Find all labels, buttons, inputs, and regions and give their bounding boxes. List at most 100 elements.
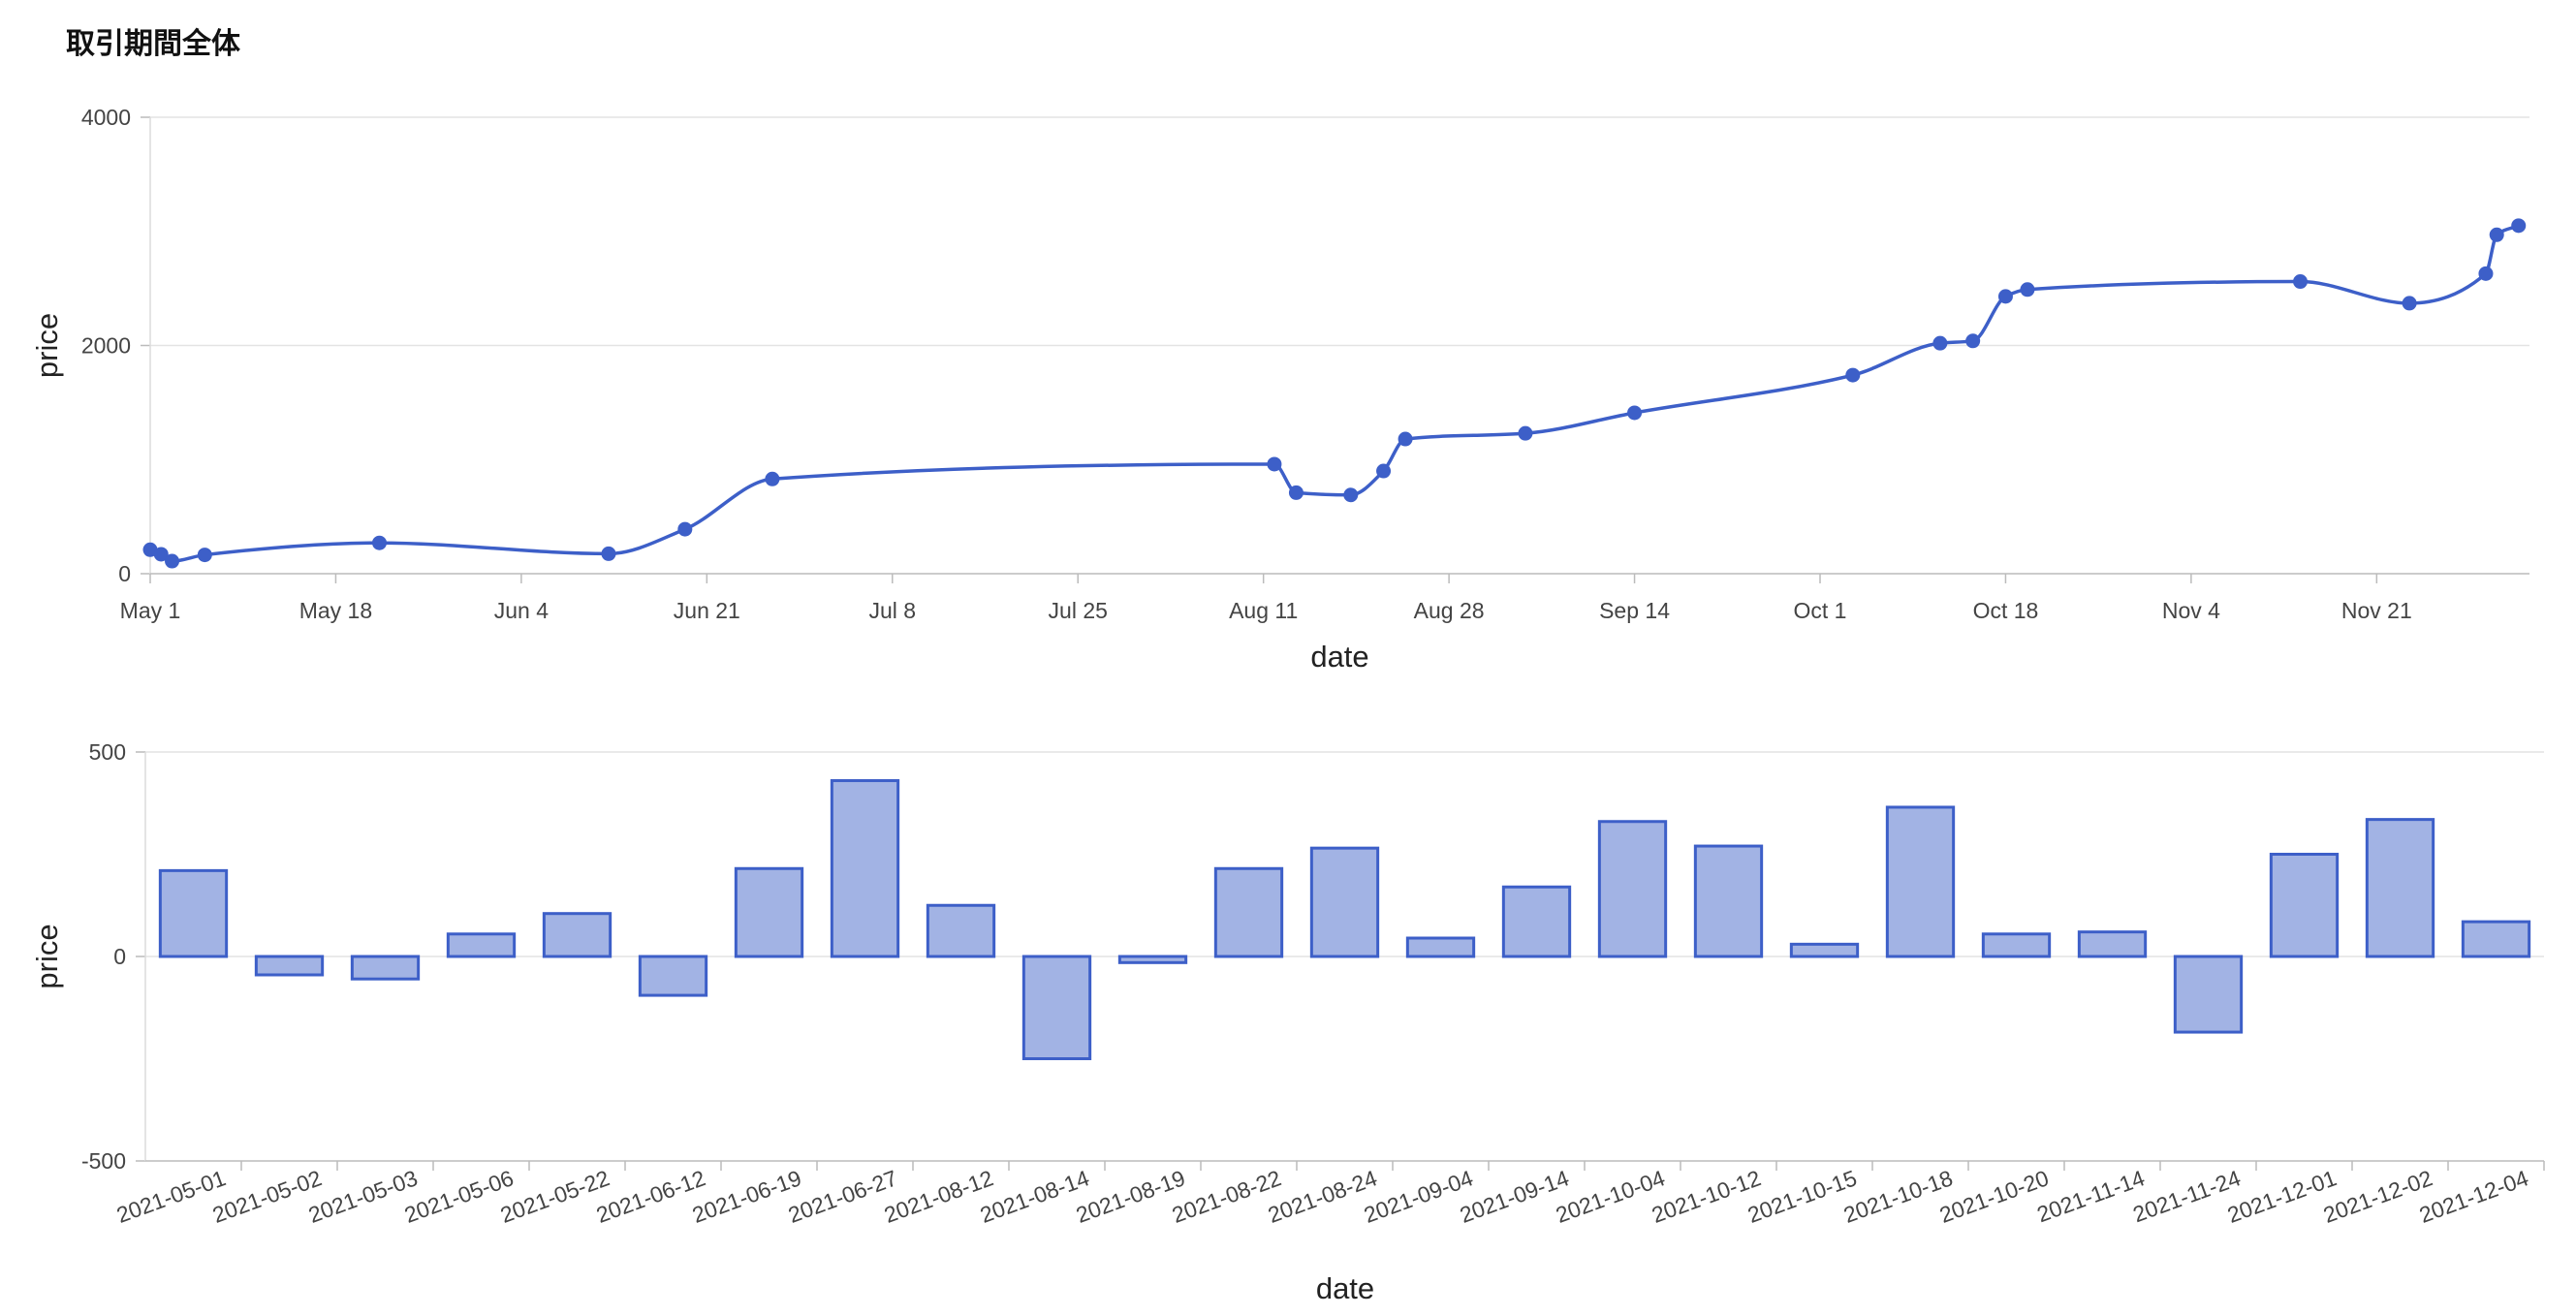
- y-tick-label: 0: [118, 561, 131, 586]
- x-tick-label: 2021-08-24: [1265, 1165, 1381, 1228]
- data-point: [601, 546, 616, 561]
- x-tick-label: Aug 11: [1229, 598, 1298, 623]
- x-axis-title: date: [1316, 1271, 1374, 1305]
- bar: [734, 866, 804, 958]
- x-tick-label: 2021-10-20: [1936, 1165, 2052, 1228]
- data-point: [765, 471, 780, 486]
- x-tick-label: 2021-08-22: [1169, 1165, 1284, 1228]
- x-tick-label: 2021-12-04: [2416, 1165, 2532, 1228]
- x-tick-label: 2021-10-18: [1840, 1165, 1956, 1228]
- data-point: [1267, 456, 1282, 472]
- x-tick-label: 2021-08-19: [1073, 1165, 1188, 1228]
- x-tick-label: May 1: [120, 598, 181, 623]
- x-tick-label: Oct 1: [1794, 598, 1847, 623]
- x-tick-label: 2021-05-03: [305, 1165, 421, 1228]
- data-point: [2293, 274, 2309, 290]
- x-tick-label: Jun 21: [674, 598, 740, 623]
- x-tick-label: 2021-10-12: [1649, 1165, 1764, 1228]
- y-tick-label: 0: [113, 944, 126, 969]
- data-point: [1376, 463, 1392, 479]
- data-point: [1965, 333, 1981, 349]
- x-tick-label: Jun 4: [494, 598, 549, 623]
- x-tick-label: May 18: [299, 598, 372, 623]
- data-point: [2020, 282, 2035, 298]
- bar: [638, 955, 708, 997]
- x-tick-label: 2021-10-15: [1744, 1165, 1860, 1228]
- data-point: [2489, 227, 2504, 242]
- x-tick-label: 2021-05-22: [497, 1165, 613, 1228]
- x-tick-label: 2021-09-14: [1457, 1165, 1573, 1228]
- x-tick-label: Nov 21: [2341, 598, 2412, 623]
- x-tick-label: Oct 18: [1973, 598, 2039, 623]
- x-tick-label: 2021-05-06: [401, 1165, 517, 1228]
- bar: [1789, 942, 1860, 958]
- bar: [2365, 818, 2435, 958]
- bar: [2173, 955, 2244, 1034]
- data-point: [2511, 218, 2527, 234]
- y-tick-label: 500: [89, 739, 126, 765]
- data-point: [2402, 296, 2417, 311]
- bar: [1981, 932, 2052, 958]
- data-point: [1343, 487, 1359, 503]
- y-tick-label: 4000: [81, 105, 131, 130]
- data-point: [1518, 425, 1533, 441]
- page-title: 取引期間全体: [66, 27, 240, 61]
- y-axis-title: price: [30, 924, 64, 988]
- bar: [1693, 844, 1764, 958]
- data-point: [165, 553, 180, 569]
- data-point: [142, 542, 158, 557]
- data-point: [1932, 335, 1948, 351]
- x-tick-label: 2021-10-04: [1553, 1165, 1669, 1228]
- data-point: [371, 535, 387, 550]
- y-tick-label: 2000: [81, 333, 131, 359]
- bar: [1213, 866, 1284, 958]
- x-tick-label: Sep 14: [1599, 598, 1670, 623]
- data-point: [1845, 367, 1861, 383]
- data-point: [1997, 289, 2013, 304]
- x-tick-label: 2021-12-01: [2224, 1165, 2340, 1228]
- data-point: [153, 547, 169, 562]
- x-tick-label: 2021-06-19: [689, 1165, 804, 1228]
- bar: [830, 779, 900, 958]
- x-tick-label: 2021-08-14: [977, 1165, 1093, 1228]
- bar: [1597, 820, 1668, 958]
- bar: [254, 955, 325, 977]
- data-point: [2478, 266, 2494, 281]
- x-tick-label: 2021-08-12: [881, 1165, 996, 1228]
- bar: [542, 912, 613, 958]
- bar: [350, 955, 421, 981]
- bar: [1021, 955, 1092, 1060]
- x-tick-label: 2021-11-14: [2033, 1165, 2148, 1227]
- bar: [1885, 805, 1956, 958]
- x-tick-label: Nov 4: [2162, 598, 2220, 623]
- bar: [158, 868, 229, 958]
- y-axis-title: price: [30, 313, 64, 378]
- x-tick-label: Jul 8: [868, 598, 916, 623]
- x-tick-label: 2021-06-27: [785, 1165, 900, 1228]
- bar: [1117, 955, 1188, 964]
- x-tick-label: 2021-05-02: [209, 1165, 325, 1228]
- x-axis-title: date: [1310, 640, 1368, 674]
- data-point: [1288, 485, 1304, 500]
- bar-chart: -50005002021-05-012021-05-022021-05-0320…: [30, 739, 2545, 1305]
- x-tick-label: 2021-06-12: [593, 1165, 708, 1228]
- bar: [446, 932, 517, 958]
- bar: [926, 903, 996, 958]
- x-tick-label: 2021-11-24: [2129, 1165, 2244, 1227]
- bar: [2269, 853, 2340, 958]
- bar: [2077, 930, 2148, 958]
- price-line: [149, 224, 2520, 563]
- x-tick-label: 2021-05-01: [113, 1165, 229, 1228]
- x-tick-label: Jul 25: [1049, 598, 1108, 623]
- data-point: [197, 548, 212, 563]
- bar: [1405, 936, 1476, 958]
- x-tick-label: 2021-09-04: [1361, 1165, 1477, 1228]
- bar: [2461, 920, 2531, 958]
- y-tick-label: -500: [81, 1148, 126, 1174]
- line-chart: 0 2000 4000 May 1 May 18 Jun 4 Jun 21 Jul 8 Jul …: [30, 105, 2529, 674]
- bar: [1501, 885, 1572, 958]
- x-tick-label: Aug 28: [1414, 598, 1485, 623]
- bar: [1309, 846, 1380, 958]
- x-tick-label: 2021-12-02: [2320, 1165, 2435, 1228]
